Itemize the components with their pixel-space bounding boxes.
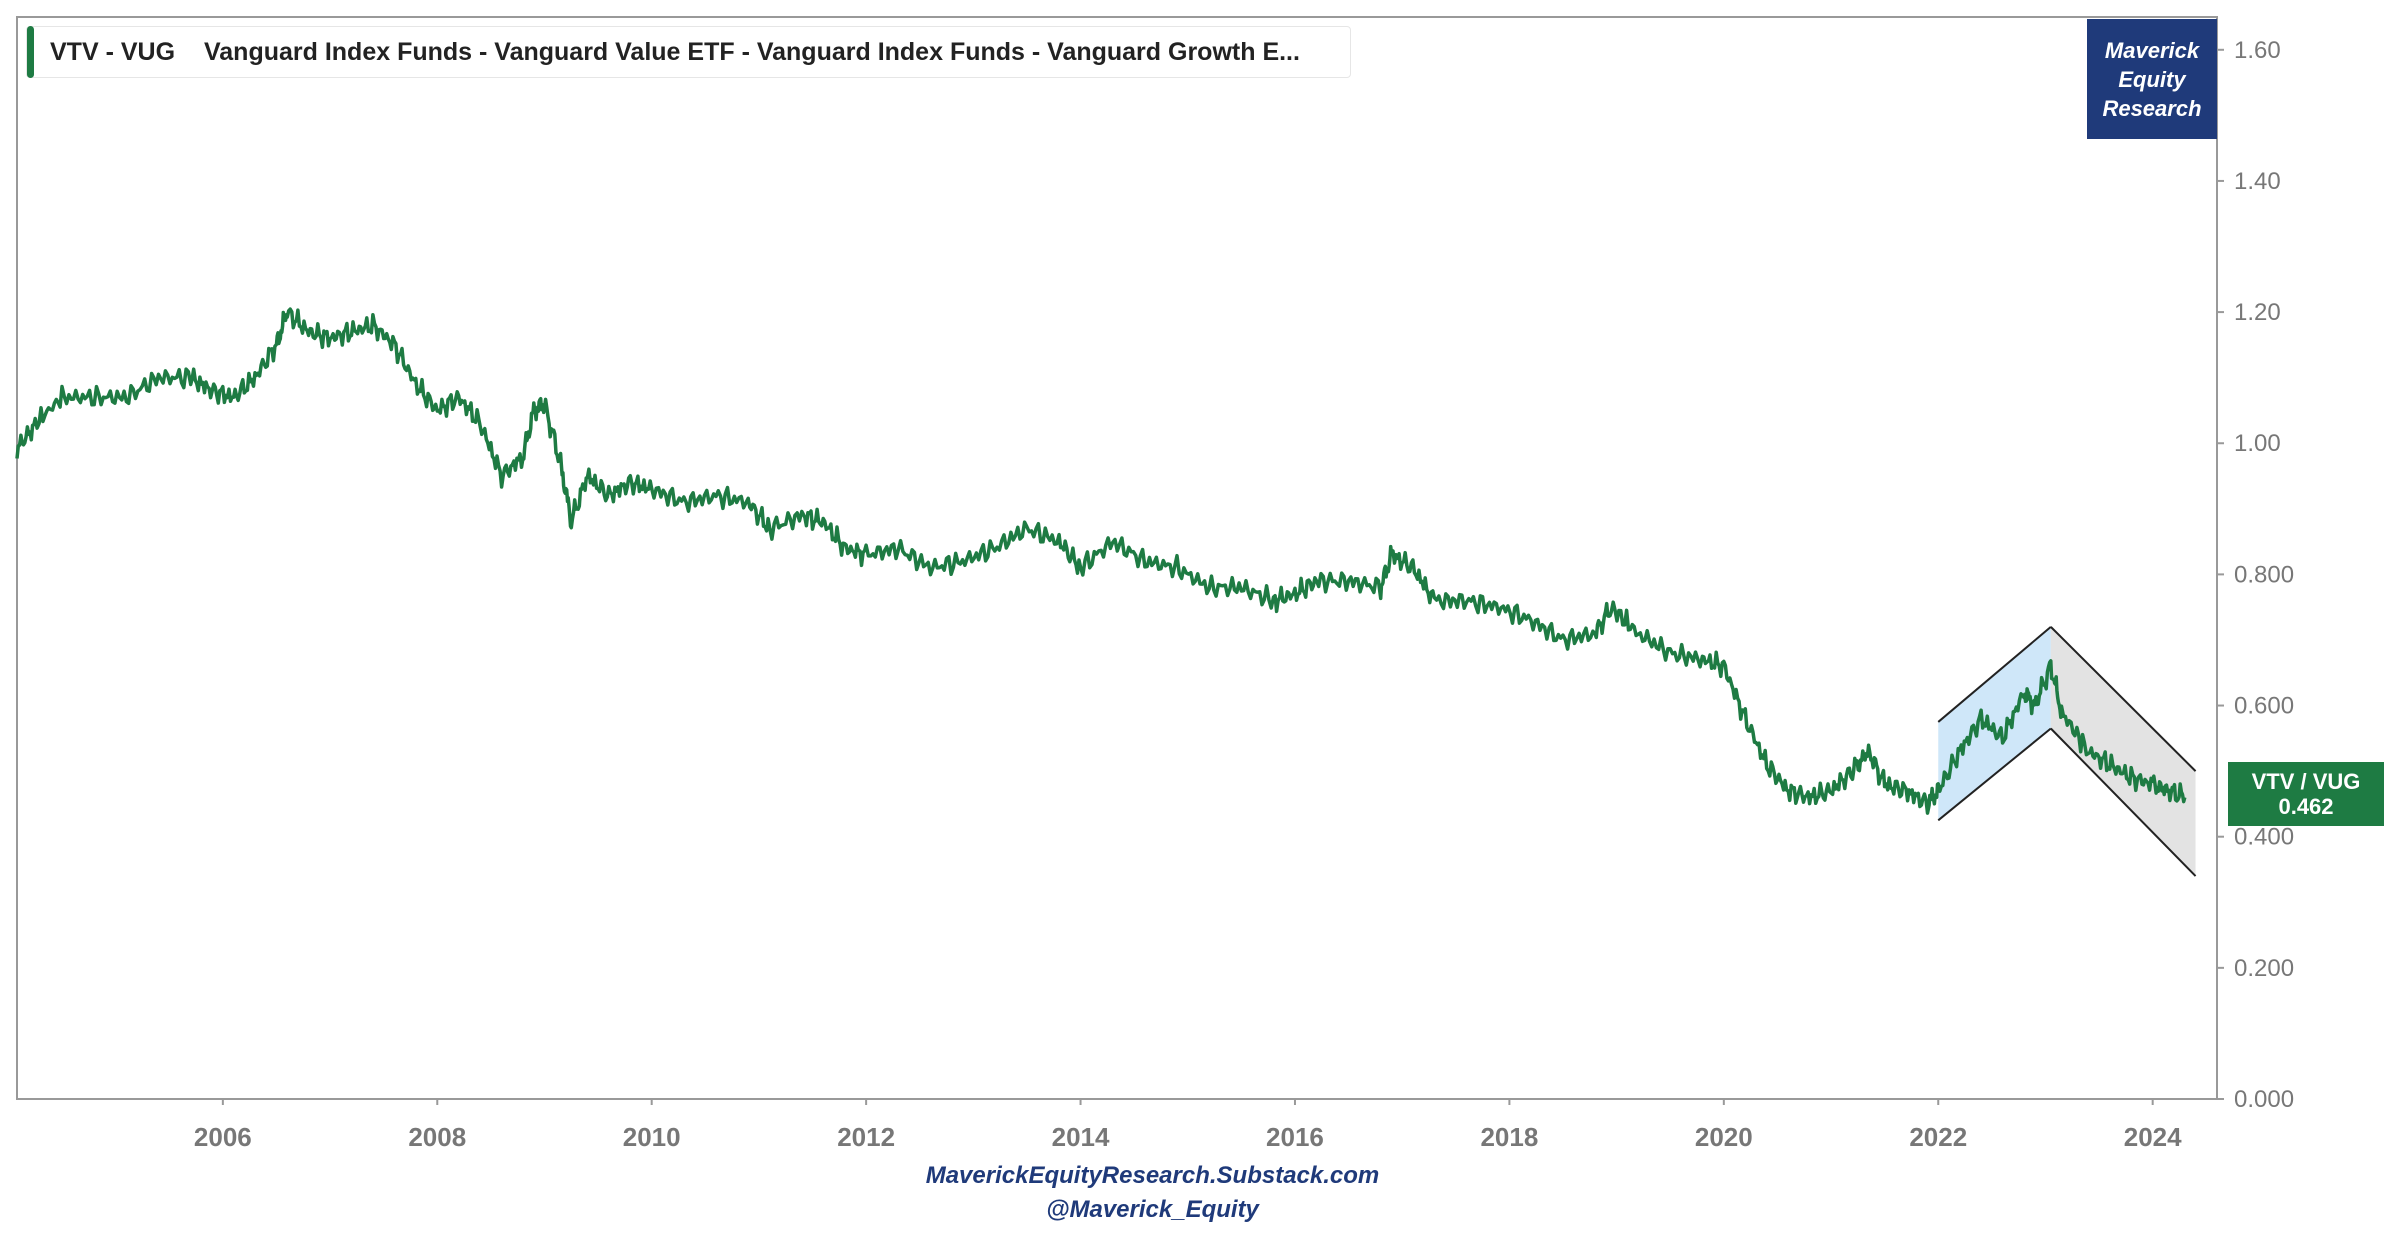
brand-line-2: Equity: [2118, 66, 2186, 92]
y-tick-label: 0.400: [2234, 824, 2294, 851]
x-tick-label: 2022: [1909, 1122, 1967, 1152]
x-tick-label: 2014: [1052, 1122, 1110, 1152]
brand-line-3: Research: [2102, 95, 2202, 121]
channel-upper-line-2: [2050, 626, 2197, 772]
y-tick-label: 0.000: [2234, 1086, 2294, 1113]
x-tick-label: 2012: [837, 1122, 895, 1152]
x-tick-label: 2016: [1266, 1122, 1324, 1152]
chart-legend: VTV - VUG Vanguard Index Funds - Vanguar…: [26, 26, 1351, 78]
series-line-1: [15, 307, 2187, 815]
x-tick-label: 2008: [408, 1122, 466, 1152]
brand-badge: Maverick Equity Research: [2087, 19, 2217, 139]
last-value-label: VTV / VUG: [2251, 769, 2361, 794]
x-tick-label: 2010: [623, 1122, 681, 1152]
legend-ticker: VTV - VUG: [50, 37, 176, 66]
channel-upper-line-1: [1937, 626, 2052, 723]
legend-color-marker: [27, 26, 34, 78]
y-tick-label: 0.200: [2234, 955, 2294, 982]
brand-line-1: Maverick: [2104, 37, 2200, 63]
x-tick-label: 2024: [2124, 1122, 2182, 1152]
y-tick-label: 1.00: [2234, 430, 2281, 457]
y-tick-label: 0.600: [2234, 693, 2294, 720]
x-tick-label: 2006: [194, 1122, 252, 1152]
channel-lower-line-1: [1937, 727, 2052, 822]
y-tick-label: 0.800: [2234, 561, 2294, 588]
plot-frame: [16, 16, 2218, 1100]
last-value-tag: VTV / VUG 0.462: [2228, 762, 2384, 826]
channel-lower-line-2: [2050, 727, 2197, 877]
footer-site: MaverickEquityResearch.Substack.com: [925, 1162, 1380, 1189]
footer-handle: @Maverick_Equity: [1046, 1196, 1259, 1223]
y-tick-label: 1.60: [2234, 37, 2281, 64]
channel-fill-2: [2050, 626, 2196, 877]
x-tick-label: 2020: [1695, 1122, 1753, 1152]
y-tick-label: 1.20: [2234, 299, 2281, 326]
legend-name: Vanguard Index Funds - Vanguard Value ET…: [203, 37, 1300, 66]
last-value-number: 0.462: [2278, 794, 2334, 819]
y-tick-label: 1.40: [2234, 168, 2281, 195]
x-tick-label: 2018: [1480, 1122, 1538, 1152]
